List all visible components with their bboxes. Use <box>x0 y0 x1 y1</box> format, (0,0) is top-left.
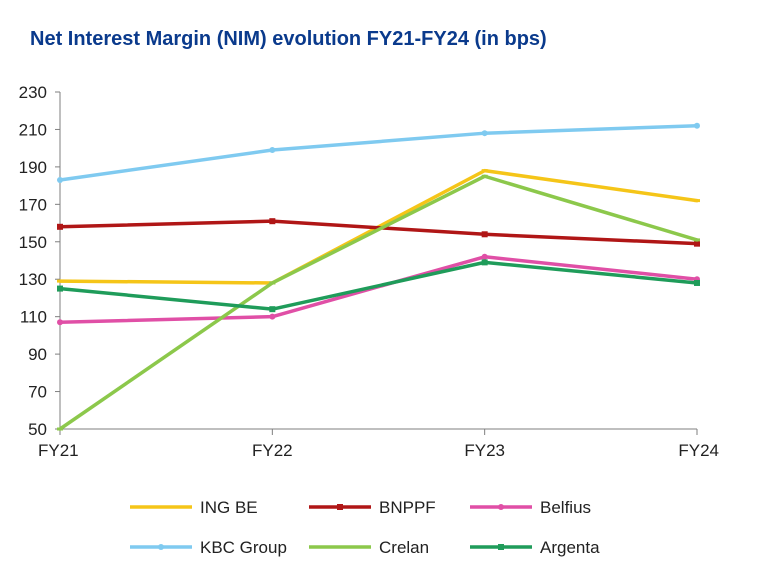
legend-item-ing-be: ING BE <box>130 498 258 517</box>
series-line-belfius <box>58 255 699 325</box>
data-point <box>694 279 700 286</box>
series-kbc-group <box>57 122 700 183</box>
legend-label: BNPPF <box>379 498 436 517</box>
series-line-bnppf <box>58 219 699 246</box>
x-axis-ticks: FY21 FY22 FY23 FY24 <box>38 429 719 460</box>
y-tick-label: 110 <box>20 308 47 327</box>
legend-item-argenta: Argenta <box>470 538 600 557</box>
y-tick-label: 190 <box>19 158 47 177</box>
data-point <box>269 218 276 225</box>
series-belfius <box>57 253 700 326</box>
y-tick-label: 150 <box>19 233 47 252</box>
x-tick-label: FY21 <box>38 441 79 460</box>
legend-label: ING BE <box>200 498 258 517</box>
legend-label: Argenta <box>540 538 600 557</box>
legend-label: KBC Group <box>200 538 287 557</box>
data-point <box>57 319 63 326</box>
legend-marker <box>158 544 164 550</box>
legend-item-bnppf: BNPPF <box>309 498 436 517</box>
legend-label: Crelan <box>379 538 429 557</box>
data-point <box>481 130 488 137</box>
legend: ING BE BNPPF Belfius KBC Group Crelan Argenta <box>130 498 600 557</box>
legend-item-crelan: Crelan <box>309 538 429 557</box>
x-tick-label: FY23 <box>464 441 505 460</box>
data-point <box>481 253 488 260</box>
y-tick-label: 210 <box>19 120 47 139</box>
y-tick-label: 170 <box>19 195 47 214</box>
data-point <box>269 306 276 313</box>
data-point <box>694 122 700 129</box>
chart-title: Net Interest Margin (NIM) evolution FY21… <box>30 28 547 50</box>
data-point <box>694 240 700 247</box>
legend-item-belfius: Belfius <box>470 498 591 517</box>
series-argenta <box>57 259 700 313</box>
chart-axes <box>59 92 697 430</box>
x-tick-label: FY22 <box>252 441 293 460</box>
data-point <box>269 147 276 154</box>
y-axis-ticks: 50 70 90 110 130 150 170 190 210 230 <box>19 83 60 439</box>
y-tick-label: 230 <box>19 83 47 102</box>
data-point <box>481 259 488 266</box>
series-crelan <box>57 174 700 431</box>
data-point <box>57 176 63 183</box>
data-point <box>57 285 63 292</box>
series-line-kbc-group <box>58 123 699 182</box>
series-line-crelan <box>58 174 699 431</box>
y-tick-label: 90 <box>28 345 47 364</box>
y-tick-label: 50 <box>28 420 47 439</box>
x-tick-label: FY24 <box>678 441 719 460</box>
series-bnppf <box>57 218 700 247</box>
y-tick-label: 130 <box>19 270 47 289</box>
data-point <box>269 313 276 320</box>
data-point <box>481 231 488 238</box>
y-tick-label: 70 <box>28 383 47 402</box>
legend-marker <box>498 544 504 550</box>
series-lines <box>57 122 700 431</box>
legend-marker <box>337 504 343 510</box>
data-point <box>57 223 63 230</box>
legend-marker <box>498 504 504 510</box>
legend-label: Belfius <box>540 498 591 517</box>
legend-item-kbc-group: KBC Group <box>130 538 287 557</box>
series-line-argenta <box>58 260 699 311</box>
